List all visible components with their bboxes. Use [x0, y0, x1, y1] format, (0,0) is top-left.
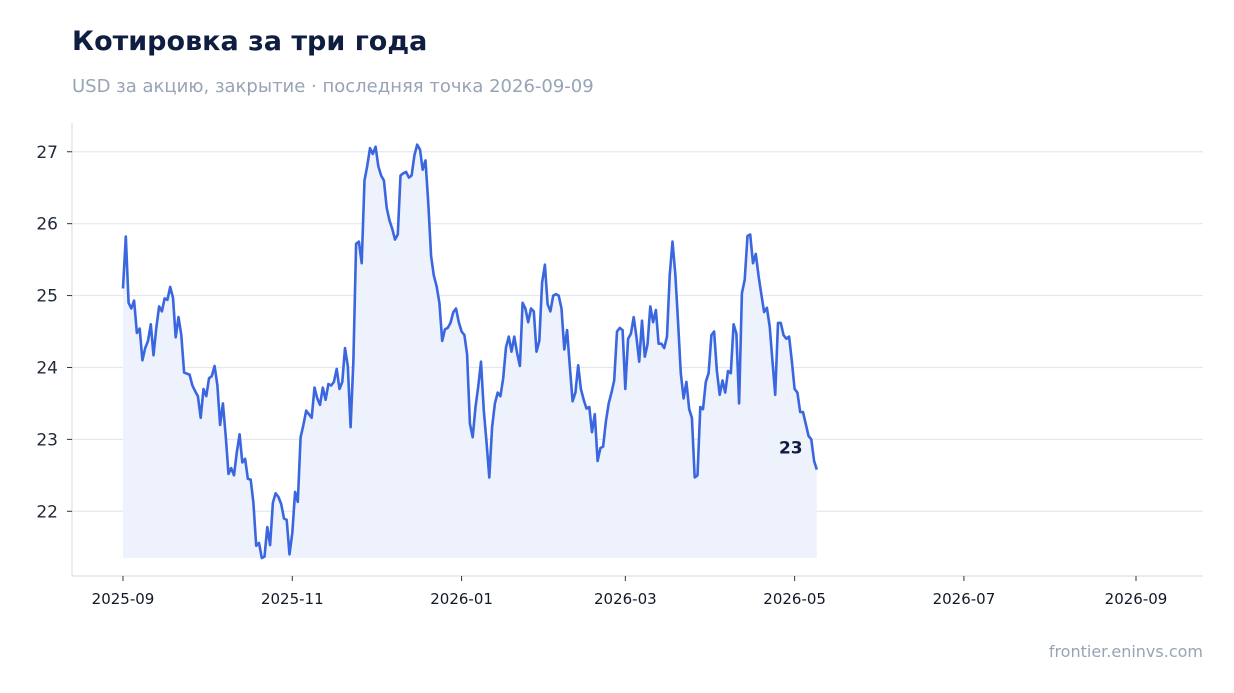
x-tick-label: 2025-09 [92, 590, 155, 608]
y-tick-label: 22 [36, 502, 58, 522]
x-tick-label: 2026-09 [1105, 590, 1168, 608]
x-tick-label: 2026-01 [430, 590, 493, 608]
y-tick-label: 25 [36, 287, 58, 307]
x-tick-label: 2025-11 [261, 590, 324, 608]
x-tick-label: 2026-03 [594, 590, 657, 608]
x-axis-ticks: 2025-09 2025-11 2026-01 2026-03 2026-05 2026-… [92, 576, 1168, 608]
axes [71, 123, 1203, 577]
y-tick-label: 26 [36, 215, 58, 235]
y-tick-label: 27 [36, 143, 58, 163]
source-credit: frontier.eninvs.com [1048, 642, 1203, 661]
chart-subtitle: USD за акцию, закрытие · последняя точка… [72, 76, 594, 97]
price-area [123, 144, 817, 558]
y-tick-label: 24 [36, 358, 58, 378]
price-line [121, 143, 819, 560]
y-axis-ticks: 22 23 24 25 26 27 [36, 143, 72, 522]
x-tick-label: 2026-05 [763, 590, 826, 608]
end-value-label: 23 [779, 439, 803, 459]
y-tick-label: 23 [36, 430, 58, 450]
x-tick-label: 2026-07 [933, 590, 996, 608]
chart-title: Котировка за три года [72, 26, 428, 57]
